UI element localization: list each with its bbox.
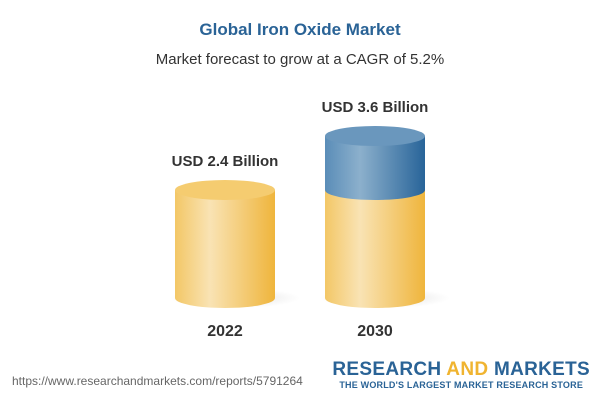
data-label-2030: USD 3.6 Billion bbox=[322, 99, 429, 116]
cylinder-top-2030 bbox=[325, 126, 425, 146]
cylinder-segment-2022-0 bbox=[175, 190, 275, 308]
cylinder-chart: USD 2.4 Billion 2022 USD 3.6 Billion 2030 bbox=[170, 99, 450, 340]
source-url[interactable]: https://www.researchandmarkets.com/repor… bbox=[12, 374, 303, 388]
cylinder-segment-2030-0 bbox=[325, 190, 425, 308]
category-label-2022: 2022 bbox=[207, 323, 243, 340]
research-and-markets-logo: RESEARCH AND MARKETS THE WORLD'S LARGEST… bbox=[332, 359, 590, 391]
chart-title: Global Iron Oxide Market bbox=[199, 20, 401, 39]
chart-subtitle: Market forecast to grow at a CAGR of 5.2… bbox=[155, 51, 445, 68]
cylinder-top-2022 bbox=[175, 180, 275, 200]
cylinder-segment-2030-1 bbox=[325, 136, 425, 200]
data-label-2022: USD 2.4 Billion bbox=[172, 153, 279, 170]
category-label-2030: 2030 bbox=[357, 323, 393, 340]
